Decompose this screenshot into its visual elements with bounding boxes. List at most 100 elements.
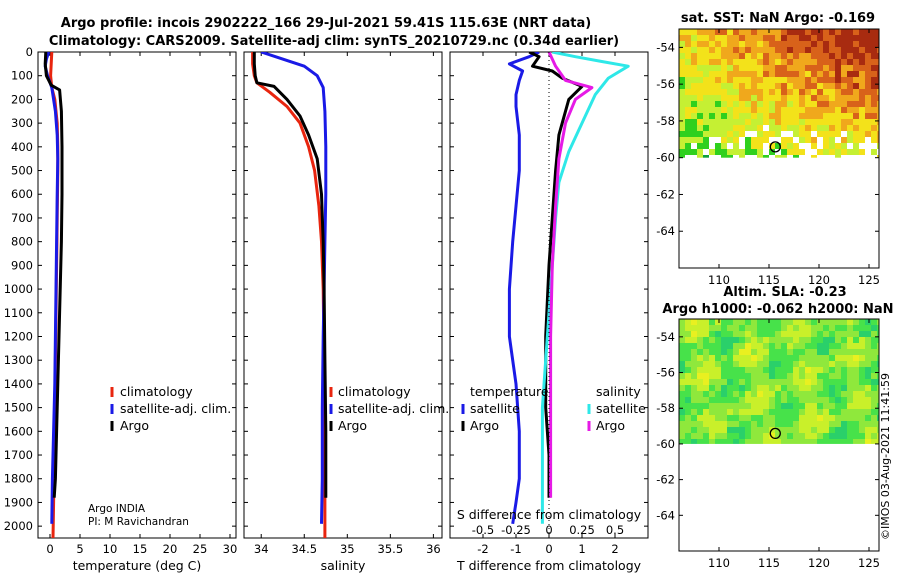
map-cell (709, 137, 715, 143)
map-cell (733, 433, 739, 439)
map-cell (757, 83, 763, 89)
map-cell (709, 107, 715, 113)
map-cell (691, 71, 697, 77)
map-cell (793, 373, 799, 379)
map-cell (757, 439, 763, 444)
y-tick-label: 1800 (4, 472, 33, 486)
map-cell (703, 95, 709, 101)
map-cell (805, 101, 811, 107)
map-cell (733, 35, 739, 41)
map-cell (865, 373, 871, 379)
map-cell (871, 343, 877, 349)
map-cell (757, 59, 763, 65)
y-tick-label: -54 (656, 330, 675, 344)
map-cell (793, 391, 799, 397)
map-cell (853, 427, 859, 433)
map-cell (739, 137, 745, 143)
map-cell (823, 149, 829, 155)
map-cell (697, 409, 703, 415)
map-cell (841, 29, 847, 35)
map-cell (847, 433, 853, 439)
x-tick-label-top: -0.5 (472, 523, 494, 537)
map-cell (835, 379, 841, 385)
map-cell (781, 131, 787, 137)
map-cell (859, 119, 865, 125)
map-cell (817, 325, 823, 331)
map-cell (853, 71, 859, 77)
map-cell (781, 137, 787, 143)
map-cell (853, 101, 859, 107)
map-cell (763, 131, 769, 137)
map-cell (751, 125, 757, 131)
x-tick-label: 36 (426, 542, 441, 556)
map-cell (697, 143, 703, 149)
map-cell (811, 403, 817, 409)
map-cell (691, 343, 697, 349)
map-cell (775, 125, 781, 131)
map-cell (829, 391, 835, 397)
map-cell (865, 367, 871, 373)
map-cell (781, 59, 787, 65)
y-tick-label: 2000 (4, 519, 33, 533)
map-cell (709, 95, 715, 101)
map-cell (799, 119, 805, 125)
map-cell (847, 83, 853, 89)
map-cell (871, 83, 877, 89)
map-cell (781, 415, 787, 421)
map-cell (757, 343, 763, 349)
map-cell (871, 137, 877, 143)
map-cell (829, 403, 835, 409)
map-cell (835, 29, 841, 35)
map-cell (703, 433, 709, 439)
map-cell (787, 53, 793, 59)
map-cell (877, 421, 879, 427)
map-cell (841, 143, 847, 149)
map-cell (769, 71, 775, 77)
map-cell (745, 155, 751, 158)
map-cell (739, 397, 745, 403)
y-tick-label: -60 (656, 437, 675, 451)
map-cell (835, 137, 841, 143)
map-cell (751, 71, 757, 77)
map-cell (685, 143, 691, 149)
map-cell (859, 89, 865, 95)
map-cell (829, 373, 835, 379)
map-cell (877, 95, 879, 101)
map-cell (877, 379, 879, 385)
map-cell (871, 421, 877, 427)
map-cell (715, 421, 721, 427)
legend-label: Argo (596, 418, 625, 433)
x-tick-label: -2 (477, 542, 488, 556)
map-cell (811, 325, 817, 331)
map-cell (703, 143, 709, 149)
map-cell (793, 433, 799, 439)
map-cell (769, 155, 775, 158)
map-cell (775, 319, 781, 325)
map-cell (781, 119, 787, 125)
map-cell (835, 367, 841, 373)
map-cell (841, 65, 847, 71)
map-cell (739, 59, 745, 65)
map-cell (877, 29, 879, 35)
map-cell (859, 427, 865, 433)
y-tick-label: 100 (11, 69, 33, 83)
map-cell (733, 349, 739, 355)
sst-map-panel: sat. SST: NaN Argo: -0.169-54-56-58-60-6… (656, 11, 880, 287)
map-cell (787, 373, 793, 379)
map-cell (781, 385, 787, 391)
map-cell (787, 361, 793, 367)
map-cell (727, 41, 733, 47)
map-cell (835, 83, 841, 89)
map-cell (763, 337, 769, 343)
map-cell (733, 409, 739, 415)
map-cell (841, 101, 847, 107)
map-cell (703, 77, 709, 83)
map-cell (745, 53, 751, 59)
map-cell (793, 343, 799, 349)
map-cell (847, 325, 853, 331)
map-cell (769, 373, 775, 379)
map-cell (853, 89, 859, 95)
map-cell (763, 59, 769, 65)
map-cell (703, 59, 709, 65)
map-cell (865, 77, 871, 83)
